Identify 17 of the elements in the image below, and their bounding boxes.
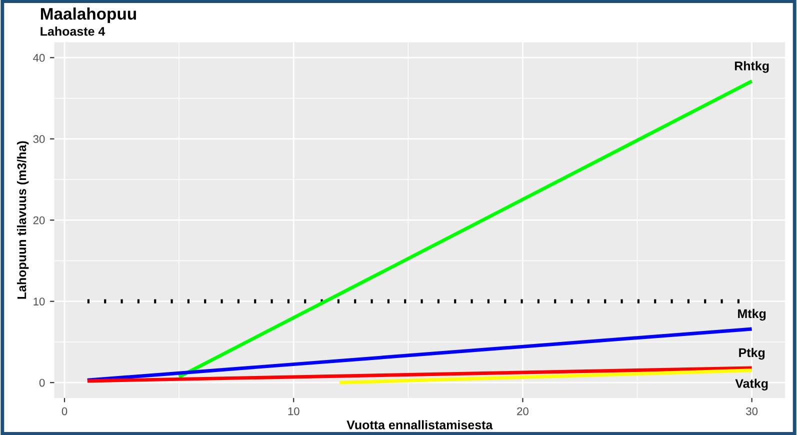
- chart-title: Maalahopuu: [40, 7, 136, 24]
- x-axis-title: Vuotta ennallistamisesta: [346, 420, 493, 430]
- x-tick-label: 10: [288, 407, 300, 416]
- x-tick-label: 30: [746, 407, 758, 416]
- y-tick-label: 40: [33, 54, 45, 62]
- x-tick-label: 0: [62, 407, 68, 416]
- series-label: Vatkg: [735, 378, 768, 390]
- chart-subtitle: Lahoaste 4: [40, 26, 106, 36]
- series-label: Rhtkg: [734, 61, 769, 73]
- series-label: Ptkg: [739, 348, 765, 360]
- y-tick-label: 0: [39, 378, 45, 387]
- y-tick-label: 30: [33, 135, 45, 144]
- y-tick-label: 10: [34, 298, 45, 306]
- x-tick-label: 20: [517, 407, 528, 416]
- y-tick-label: 20: [33, 216, 45, 224]
- y-axis-title: Lahopuun tilavuus (m3/ha): [16, 141, 29, 299]
- series-label: Mtkg: [738, 308, 766, 321]
